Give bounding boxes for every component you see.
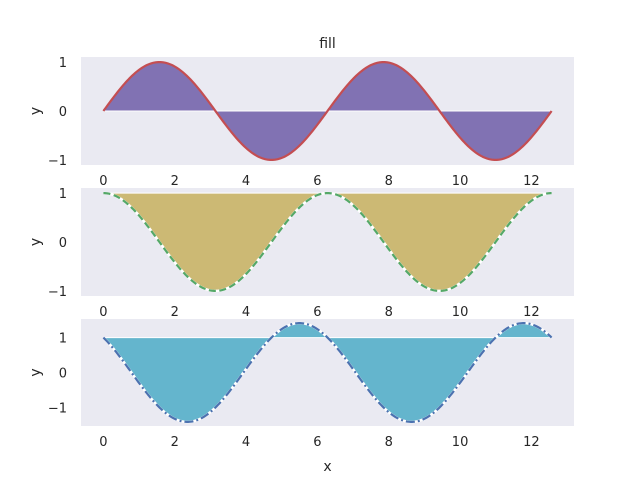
x-tick-label: 2: [171, 305, 179, 320]
y-tick-label: 1: [59, 187, 67, 202]
x-tick-label: 2: [171, 174, 179, 189]
x-tick-label: 0: [99, 174, 107, 189]
y-tick-label: 0: [59, 105, 67, 120]
y-tick-label: 0: [59, 236, 67, 251]
y-axis-label: y: [28, 107, 44, 115]
x-tick-label: 2: [171, 435, 179, 450]
x-tick-label: 8: [385, 435, 393, 450]
fill-area-2: [103, 193, 552, 291]
x-tick-label: 10: [452, 305, 469, 320]
x-tick-label: 8: [385, 305, 393, 320]
x-tick-label: 4: [242, 174, 250, 189]
x-tick-label: 8: [385, 174, 393, 189]
y-tick-label: 1: [59, 56, 67, 71]
series-line-1: [102, 60, 553, 162]
y-tick-label: −1: [48, 154, 67, 169]
x-tick-label: 12: [523, 174, 540, 189]
x-tick-label: 12: [523, 305, 540, 320]
y-tick-label: −1: [48, 401, 67, 416]
x-tick-label: 4: [242, 305, 250, 320]
x-axis-label: x: [323, 459, 331, 475]
x-tick-label: 4: [242, 435, 250, 450]
x-tick-label: 0: [99, 305, 107, 320]
y-axis-label: y: [28, 238, 44, 246]
y-tick-label: 0: [59, 367, 67, 382]
y-tick-label: 1: [59, 332, 67, 347]
series-line-2: [103, 191, 552, 293]
chart-title: fill: [319, 36, 336, 52]
fill-area-3: [103, 323, 552, 422]
x-tick-label: 12: [523, 435, 540, 450]
x-tick-label: 6: [313, 435, 321, 450]
series-line-3: [102, 322, 553, 423]
x-tick-label: 6: [313, 174, 321, 189]
x-tick-label: 6: [313, 305, 321, 320]
x-tick-label: 0: [99, 435, 107, 450]
x-tick-label: 10: [452, 174, 469, 189]
y-axis-label: y: [28, 368, 44, 376]
x-tick-label: 10: [452, 435, 469, 450]
y-tick-label: −1: [48, 285, 67, 300]
